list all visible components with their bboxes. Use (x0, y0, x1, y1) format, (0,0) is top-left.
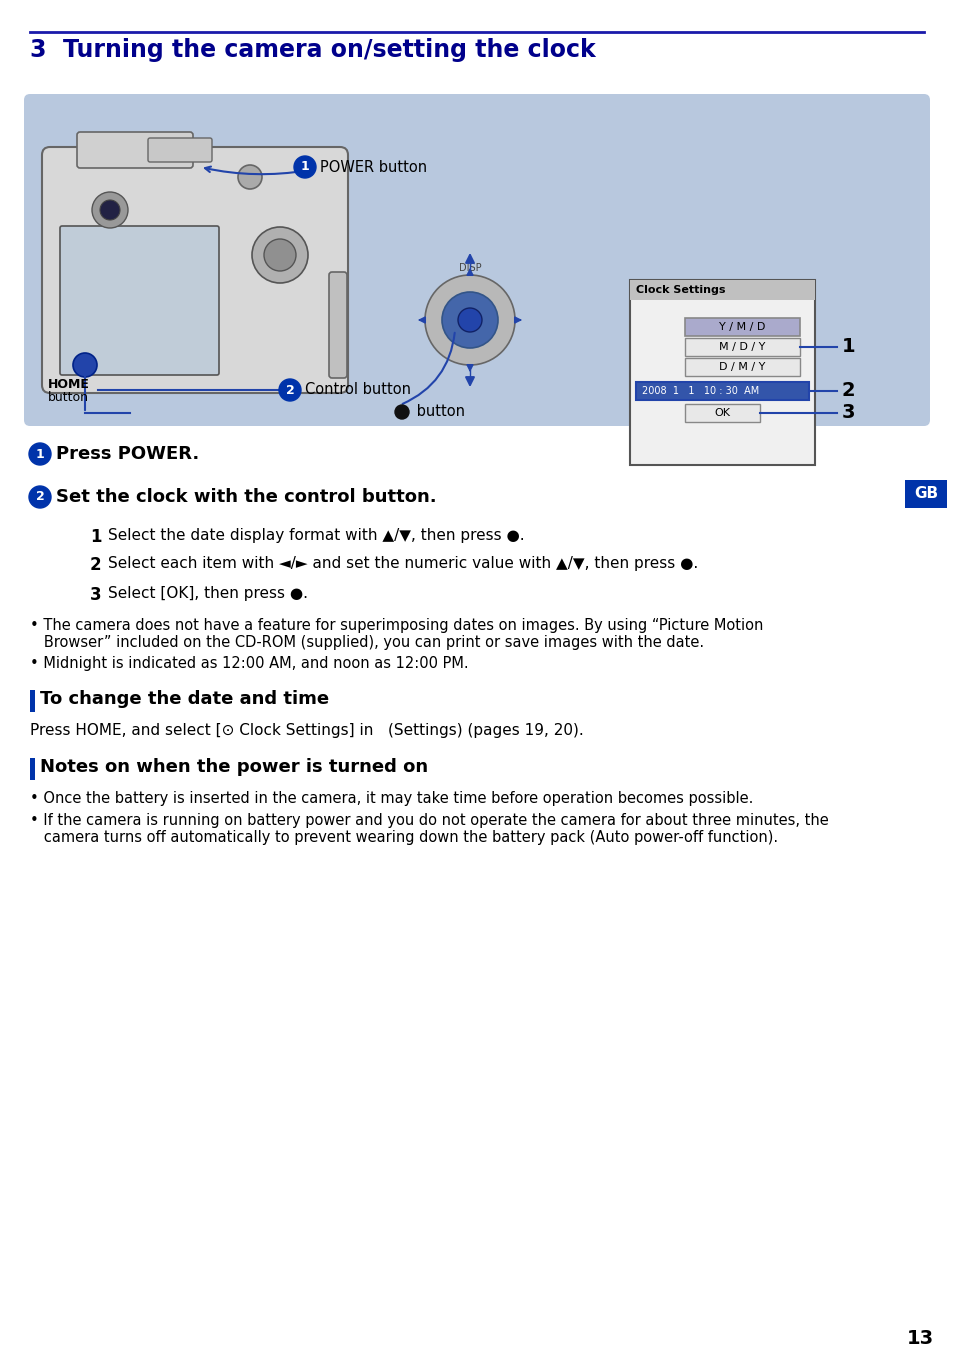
Text: POWER button: POWER button (319, 160, 427, 175)
Text: Clock Settings: Clock Settings (636, 285, 724, 294)
Bar (30, 689, 35, 712)
Text: M / D / Y: M / D / Y (719, 342, 765, 351)
Bar (684, 318, 800, 337)
FancyBboxPatch shape (77, 132, 193, 168)
Text: 3: 3 (90, 586, 102, 604)
FancyBboxPatch shape (24, 94, 929, 426)
Bar (904, 480, 946, 508)
Circle shape (278, 379, 301, 402)
Circle shape (264, 239, 295, 271)
Circle shape (91, 191, 128, 228)
Text: 3: 3 (841, 403, 855, 422)
Bar (636, 383, 808, 400)
Circle shape (441, 292, 497, 347)
FancyBboxPatch shape (148, 138, 212, 161)
Text: Select each item with ◄/► and set the numeric value with ▲/▼, then press ●.: Select each item with ◄/► and set the nu… (108, 556, 698, 571)
Text: button: button (48, 391, 89, 404)
Circle shape (73, 353, 97, 377)
Text: 2: 2 (90, 556, 102, 574)
Text: D / M / Y: D / M / Y (719, 362, 765, 372)
Text: Control button: Control button (305, 383, 411, 398)
Text: 2008  1   1   10 : 30  AM: 2008 1 1 10 : 30 AM (641, 385, 759, 396)
Circle shape (457, 308, 481, 332)
Text: 2: 2 (841, 381, 855, 400)
Text: DISP: DISP (458, 263, 481, 273)
Text: 3  Turning the camera on/setting the clock: 3 Turning the camera on/setting the cloc… (30, 38, 595, 62)
Text: Press HOME, and select [⊙ Clock Settings] in   (Settings) (pages 19, 20).: Press HOME, and select [⊙ Clock Settings… (30, 723, 583, 738)
FancyBboxPatch shape (42, 147, 348, 394)
Text: To change the date and time: To change the date and time (40, 689, 329, 708)
Circle shape (29, 442, 51, 465)
Text: 13: 13 (905, 1329, 933, 1348)
Circle shape (29, 486, 51, 508)
Circle shape (237, 166, 262, 189)
Text: 1: 1 (35, 448, 45, 460)
FancyBboxPatch shape (60, 227, 219, 375)
Circle shape (294, 156, 315, 178)
Text: Select the date display format with ▲/▼, then press ●.: Select the date display format with ▲/▼,… (108, 528, 524, 543)
Text: 2: 2 (35, 490, 45, 503)
Text: • Midnight is indicated as 12:00 AM, and noon as 12:00 PM.: • Midnight is indicated as 12:00 AM, and… (30, 655, 468, 670)
Circle shape (100, 199, 120, 220)
Bar (684, 338, 800, 356)
Bar (684, 404, 760, 422)
FancyBboxPatch shape (329, 271, 347, 379)
Text: OK: OK (714, 408, 730, 418)
Text: GB: GB (913, 487, 937, 502)
Text: camera turns off automatically to prevent wearing down the battery pack (Auto po: camera turns off automatically to preven… (30, 830, 778, 845)
Bar (629, 280, 814, 300)
Text: Set the clock with the control button.: Set the clock with the control button. (56, 489, 436, 506)
Circle shape (252, 227, 308, 284)
Circle shape (424, 275, 515, 365)
Text: 1: 1 (841, 338, 855, 357)
Text: HOME: HOME (48, 379, 90, 391)
Bar (30, 759, 35, 780)
Text: Select [OK], then press ●.: Select [OK], then press ●. (108, 586, 308, 601)
Text: Browser” included on the CD-ROM (supplied), you can print or save images with th: Browser” included on the CD-ROM (supplie… (30, 635, 703, 650)
Text: Press POWER.: Press POWER. (56, 445, 199, 463)
Text: Notes on when the power is turned on: Notes on when the power is turned on (40, 759, 428, 776)
Bar (629, 280, 814, 465)
Text: 1: 1 (90, 528, 101, 546)
Text: 2: 2 (285, 384, 294, 396)
Text: • The camera does not have a feature for superimposing dates on images. By using: • The camera does not have a feature for… (30, 617, 762, 632)
Bar (684, 358, 800, 376)
Text: button: button (412, 404, 464, 419)
Circle shape (395, 404, 409, 419)
Text: • If the camera is running on battery power and you do not operate the camera fo: • If the camera is running on battery po… (30, 813, 828, 828)
Text: 1: 1 (300, 160, 309, 174)
Text: Y / M / D: Y / M / D (719, 322, 765, 332)
Text: • Once the battery is inserted in the camera, it may take time before operation : • Once the battery is inserted in the ca… (30, 791, 753, 806)
